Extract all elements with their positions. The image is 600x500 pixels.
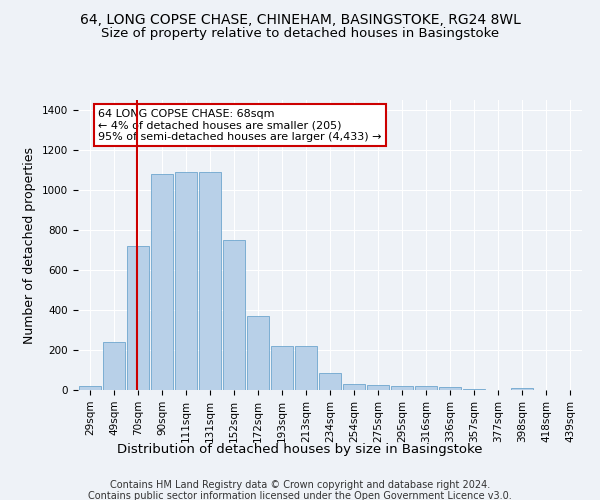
Bar — [439, 387, 461, 390]
Text: Contains public sector information licensed under the Open Government Licence v3: Contains public sector information licen… — [88, 491, 512, 500]
Bar — [343, 384, 365, 390]
Bar — [199, 172, 221, 390]
Text: 64, LONG COPSE CHASE, CHINEHAM, BASINGSTOKE, RG24 8WL: 64, LONG COPSE CHASE, CHINEHAM, BASINGST… — [80, 12, 520, 26]
Bar — [247, 316, 269, 390]
Bar — [463, 388, 485, 390]
Text: Size of property relative to detached houses in Basingstoke: Size of property relative to detached ho… — [101, 28, 499, 40]
Y-axis label: Number of detached properties: Number of detached properties — [23, 146, 37, 344]
Bar — [511, 388, 533, 390]
Text: Distribution of detached houses by size in Basingstoke: Distribution of detached houses by size … — [117, 442, 483, 456]
Bar — [319, 373, 341, 390]
Bar — [415, 386, 437, 390]
Bar — [367, 385, 389, 390]
Bar — [175, 172, 197, 390]
Bar — [103, 342, 125, 390]
Bar — [271, 346, 293, 390]
Bar — [391, 386, 413, 390]
Bar — [223, 240, 245, 390]
Text: Contains HM Land Registry data © Crown copyright and database right 2024.: Contains HM Land Registry data © Crown c… — [110, 480, 490, 490]
Text: 64 LONG COPSE CHASE: 68sqm
← 4% of detached houses are smaller (205)
95% of semi: 64 LONG COPSE CHASE: 68sqm ← 4% of detac… — [98, 108, 382, 142]
Bar — [151, 174, 173, 390]
Bar — [79, 386, 101, 390]
Bar — [295, 346, 317, 390]
Bar — [127, 246, 149, 390]
